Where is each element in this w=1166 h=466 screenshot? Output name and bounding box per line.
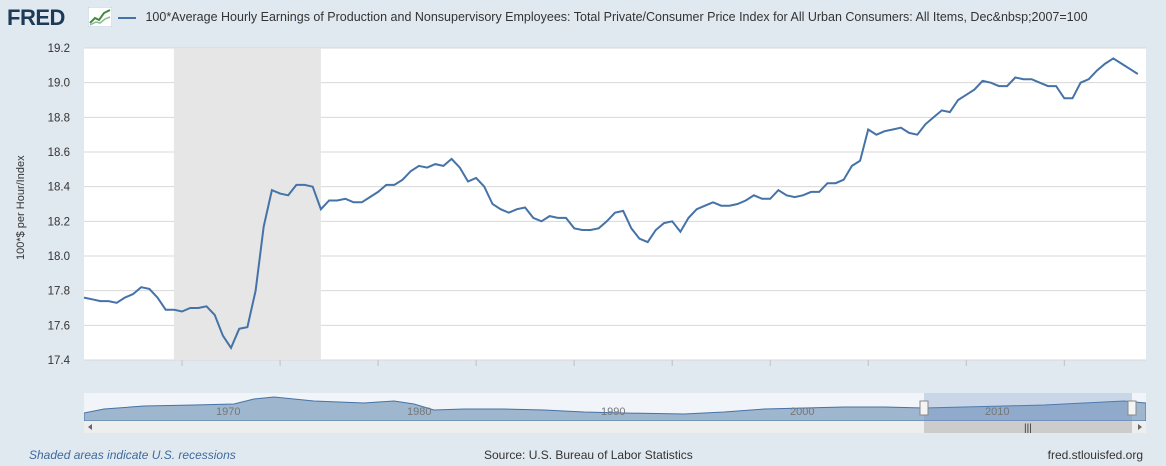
fred-logo[interactable]: FRED	[7, 5, 65, 30]
recession-shade	[173, 48, 321, 360]
navigator-label-1970: 1970	[216, 406, 240, 418]
y-tick-label: 18.6	[48, 147, 70, 159]
y-tick-label: 18.8	[48, 112, 70, 124]
navigator-label-1990: 1990	[601, 406, 625, 418]
y-tick-label: 18.2	[48, 216, 70, 228]
line-chart-icon	[88, 7, 112, 27]
navigator-label-2000: 2000	[790, 406, 814, 418]
navigator-series	[84, 396, 1146, 422]
chart-header: FRED 100*Average Hourly Earnings of Prod…	[0, 0, 1166, 38]
recession-note: Shaded areas indicate U.S. recessions	[29, 448, 236, 462]
y-tick-label: 18.0	[48, 251, 70, 263]
navigator-scrollbar[interactable]	[84, 421, 1146, 433]
x-axis: 2008200920102011201220132014201520162017	[181, 360, 1065, 366]
legend-line-swatch	[118, 16, 136, 19]
navigator-label-2010: 2010	[985, 406, 1009, 418]
navigator-scrollbar-thumb[interactable]	[924, 421, 1132, 433]
y-tick-label: 18.4	[48, 182, 71, 194]
source-note: Source: U.S. Bureau of Labor Statistics	[484, 448, 693, 462]
y-axis: 17.4 17.6 17.8 18.0 18.2 18.4 18.6 18.8 19.0 19.2	[48, 43, 71, 367]
scrollbar-grip: |||	[1024, 423, 1032, 433]
site-link[interactable]: fred.stlouisfed.org	[1047, 448, 1143, 462]
navigator-selection[interactable]	[924, 393, 1132, 421]
range-navigator[interactable]: 1970 1980 1990 2000 2010 |||	[84, 393, 1146, 433]
series-line[interactable]	[83, 57, 1139, 350]
navigator-left-handle[interactable]	[919, 400, 929, 416]
navigator-right-handle[interactable]	[1127, 400, 1137, 416]
scroll-right-icon[interactable]	[1138, 424, 1142, 430]
y-tick-label: 17.6	[48, 320, 70, 332]
legend-label: 100*Average Hourly Earnings of Productio…	[145, 10, 1088, 24]
series-legend[interactable]: 100*Average Hourly Earnings of Productio…	[118, 10, 1088, 24]
navigator-label-1980: 1980	[407, 406, 431, 418]
y-tick-label: 17.8	[48, 286, 70, 298]
line-chart: 17.4 17.6 17.8 18.0 18.2 18.4 18.6 18.8 19.0 19.2…	[15, 43, 1146, 367]
y-tick-label: 19.2	[48, 43, 70, 55]
y-tick-label: 19.0	[48, 78, 70, 90]
scroll-left-icon[interactable]	[88, 424, 92, 430]
y-axis-label: 100*$ per Hour/Index	[15, 155, 27, 260]
y-tick-label: 17.4	[48, 355, 71, 367]
